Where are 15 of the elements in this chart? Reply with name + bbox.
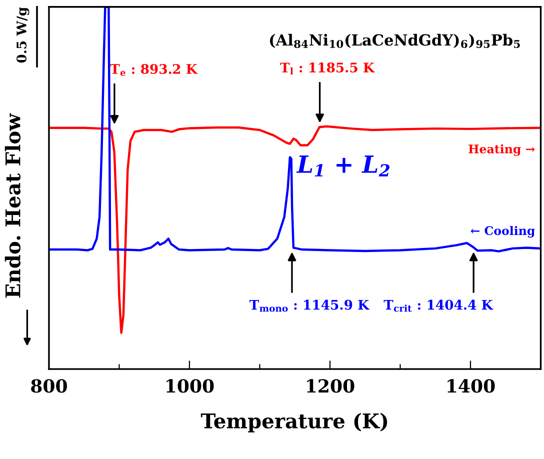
x-tick-label: 800 bbox=[31, 379, 67, 393]
annotation: T$_{l}$ : 1185.5 K bbox=[280, 62, 375, 74]
x-tick-label: 1200 bbox=[307, 379, 354, 393]
annotation: T$_{mono}$ : 1145.9 K bbox=[249, 300, 370, 312]
text: 0.5 W/g bbox=[16, 7, 30, 63]
annotation: L$_{1}$ + L$_{2}$ bbox=[296, 156, 390, 176]
chart-title: (Al$_{84}$Ni$_{10}$(LaCeNdGdY)$_{6}$)$_{95}$Pb$_{5}$ bbox=[270, 34, 520, 48]
x-tick-label: 1000 bbox=[166, 379, 214, 393]
x-tick-label: 1400 bbox=[448, 379, 495, 393]
x-axis-title: Temperature (K) bbox=[200, 412, 388, 432]
series-label: ← Cooling bbox=[470, 226, 535, 238]
y-axis-title: Endo. Heat Flow bbox=[4, 113, 20, 298]
annotation: T$_{e}$ : 893.2 K bbox=[110, 64, 198, 76]
series-label: Heating → bbox=[468, 144, 535, 156]
annotation: T$_{crit}$ : 1404.4 K bbox=[384, 300, 494, 312]
